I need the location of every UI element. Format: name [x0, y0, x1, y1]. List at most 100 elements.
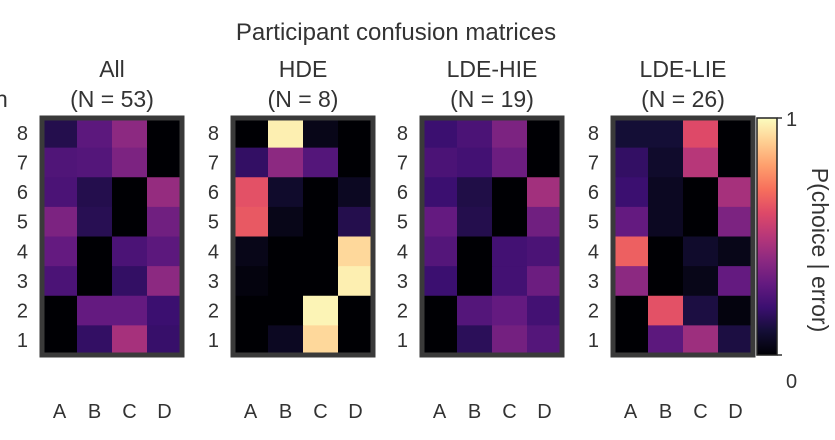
- heatmap-cell: [42, 177, 78, 208]
- y-tick-label: 8: [588, 123, 599, 145]
- heatmap-cell: [613, 118, 649, 149]
- heatmap-cell: [338, 177, 374, 208]
- heatmap-cell: [613, 177, 649, 208]
- x-tick-label: C: [693, 401, 707, 423]
- heatmap-cell: [303, 266, 339, 297]
- heatmap-cell: [233, 266, 269, 297]
- heatmap-cell: [718, 177, 754, 208]
- y-tick-label: 2: [208, 301, 219, 323]
- heatmap-cell: [457, 295, 493, 326]
- heatmap-cell: [683, 147, 719, 178]
- heatmap-cell: [492, 147, 528, 178]
- heatmap-cell: [268, 236, 304, 267]
- heatmap-cell: [147, 295, 183, 326]
- panel-frame: [230, 115, 376, 358]
- y-tick-label: 7: [588, 152, 599, 174]
- heatmap-cell: [268, 325, 304, 356]
- x-tick-label: A: [244, 401, 258, 423]
- heatmap-cell: [268, 147, 304, 178]
- heatmap-cell: [422, 206, 458, 237]
- heatmap-cell: [338, 118, 374, 149]
- y-tick-label: 6: [588, 182, 599, 204]
- panel-lde-lie: LDE-LIE (N = 26) 8 7 6 5 4 3 2 1 A B C D: [588, 56, 756, 423]
- y-tick-label: 5: [208, 212, 219, 234]
- colorbar-max-label: 1: [786, 109, 797, 131]
- heatmap-cell: [42, 147, 78, 178]
- panel-title: HDE: [279, 56, 328, 82]
- heatmap-cell: [77, 295, 113, 326]
- heatmap-cell: [303, 295, 339, 326]
- panel-frame: [610, 115, 756, 358]
- heatmap-cell: [42, 236, 78, 267]
- x-tick-label: B: [468, 401, 481, 423]
- heatmap-cell: [648, 236, 684, 267]
- y-tick-label: 7: [17, 152, 28, 174]
- colorbar-axis-label: P(choice | error): [807, 168, 833, 332]
- heatmap-cell: [303, 206, 339, 237]
- heatmap-cell: [613, 147, 649, 178]
- heatmap-cell: [683, 236, 719, 267]
- heatmap-cell: [77, 325, 113, 356]
- y-tick-label: 6: [17, 182, 28, 204]
- heatmap-cell: [718, 206, 754, 237]
- heatmap-cell: [683, 177, 719, 208]
- heatmap-cell: [233, 236, 269, 267]
- panel-lde-hie: LDE-HIE (N = 19) 8 7 6 5 4 3 2 1 A B C D: [397, 56, 565, 423]
- heatmap-cell: [648, 147, 684, 178]
- heatmap-cell: [457, 206, 493, 237]
- heatmap-cell: [147, 206, 183, 237]
- figure-title: Participant confusion matrices: [236, 19, 556, 46]
- y-tick-label: 3: [588, 271, 599, 293]
- heatmap-cell: [147, 236, 183, 267]
- heatmap-cell: [77, 118, 113, 149]
- heatmap-cell: [42, 266, 78, 297]
- y-tick-label: 4: [17, 241, 28, 263]
- y-tick-label: 3: [208, 271, 219, 293]
- heatmap-cell: [112, 236, 148, 267]
- heatmap-cell: [527, 236, 563, 267]
- heatmap-cell: [457, 147, 493, 178]
- heatmap-cell: [422, 177, 458, 208]
- heatmap-cell: [718, 118, 754, 149]
- heatmap-cell: [648, 118, 684, 149]
- heatmap-cell: [422, 118, 458, 149]
- heatmap-cell: [147, 177, 183, 208]
- heatmap-cell: [648, 206, 684, 237]
- heatmap-cell: [42, 295, 78, 326]
- x-tick-label: C: [502, 401, 516, 423]
- x-tick-label: D: [157, 401, 171, 423]
- heatmap-cell: [527, 266, 563, 297]
- heatmap-cell: [112, 295, 148, 326]
- heatmap-cell: [718, 266, 754, 297]
- heatmap-cell: [648, 295, 684, 326]
- heatmap-cell: [613, 325, 649, 356]
- panel-subtitle: (N = 8): [268, 86, 339, 112]
- heatmap-cell: [42, 118, 78, 149]
- heatmap-cell: [492, 325, 528, 356]
- heatmap-cell: [718, 295, 754, 326]
- heatmap-cell: [492, 266, 528, 297]
- heatmap-cell: [457, 325, 493, 356]
- heatmap-cell: [77, 177, 113, 208]
- heatmap-cell: [683, 325, 719, 356]
- x-tick-label: C: [122, 401, 136, 423]
- heatmap-cell: [42, 206, 78, 237]
- heatmap-cell: [147, 266, 183, 297]
- panel-title: LDE-HIE: [447, 56, 538, 82]
- y-tick-label: 7: [397, 152, 408, 174]
- heatmap-cell: [112, 206, 148, 237]
- x-tick-label: D: [348, 401, 362, 423]
- heatmap-cell: [303, 236, 339, 267]
- y-tick-label: 6: [208, 182, 219, 204]
- heatmap-cell: [457, 266, 493, 297]
- y-tick-label: 2: [397, 301, 408, 323]
- y-tick-label: 1: [208, 330, 219, 352]
- heatmap-cell: [492, 118, 528, 149]
- y-tick-label: 1: [17, 330, 28, 352]
- panel-frame: [419, 115, 565, 358]
- heatmap-cell: [233, 325, 269, 356]
- heatmap-cell: [422, 266, 458, 297]
- heatmap-cell: [718, 147, 754, 178]
